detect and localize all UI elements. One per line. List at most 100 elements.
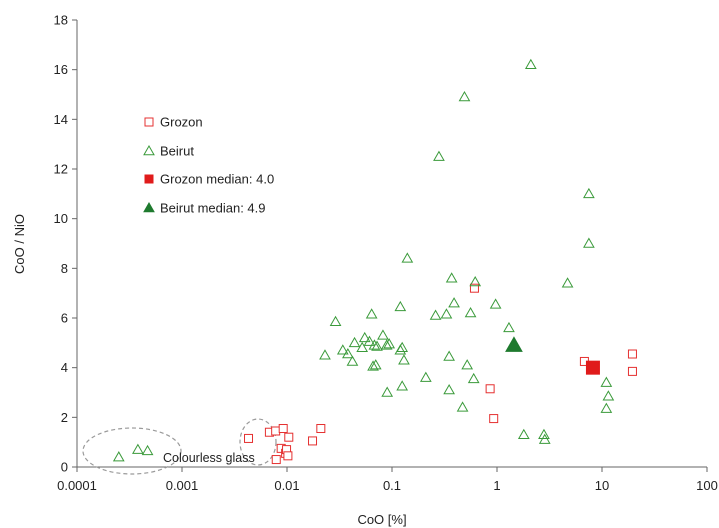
y-tick-label: 4 (61, 360, 68, 375)
data-point-square-open (278, 424, 288, 434)
x-tick-label: 0.01 (274, 478, 299, 493)
data-point-triangle-open (429, 309, 442, 320)
data-point-triangle-open (348, 336, 361, 348)
y-tick-label: 14 (54, 112, 68, 127)
data-point-square-filled (585, 360, 600, 375)
data-point-triangle-open (141, 444, 154, 456)
data-point-triangle-open (583, 187, 595, 199)
data-point-triangle-open (132, 443, 144, 454)
data-point-triangle-open (112, 451, 125, 462)
data-point-square-open (308, 436, 318, 446)
data-point-square-open (283, 451, 293, 461)
data-point-triangle-open (440, 308, 453, 319)
data-point-triangle-open (365, 308, 378, 319)
y-tick-label: 12 (54, 162, 68, 177)
legend-label: Beirut median: 4.9 (160, 201, 266, 216)
data-point-square-open (244, 433, 254, 443)
legend-marker (144, 117, 154, 127)
data-point-triangle-open (367, 360, 379, 371)
data-point-triangle-open (602, 390, 615, 401)
data-point-triangle-filled (505, 336, 523, 352)
data-point-triangle-open (583, 237, 595, 248)
legend-marker (143, 144, 155, 156)
data-point-triangle-open (363, 335, 376, 346)
data-point-square-open (316, 424, 326, 434)
colourless-glass-ellipses (82, 418, 277, 475)
y-tick-label: 2 (61, 410, 68, 425)
data-point-triangle-open (377, 329, 389, 340)
x-tick-label: 100 (696, 478, 718, 493)
data-point-triangle-open (538, 433, 551, 444)
data-point-triangle-open (433, 150, 445, 161)
data-point-triangle-open (464, 307, 477, 318)
data-point-triangle-open (443, 350, 455, 361)
data-point-triangle-open (456, 401, 469, 412)
x-tick-label: 1 (493, 478, 500, 493)
x-tick-label: 0.001 (166, 478, 199, 493)
data-point-triangle-open (489, 298, 502, 309)
legend-marker (143, 201, 155, 213)
data-point-triangle-open (469, 275, 482, 287)
y-tick-label: 0 (61, 460, 68, 475)
data-point-square-open (469, 283, 479, 293)
legend-label: Beirut (160, 144, 194, 159)
y-tick-label: 10 (54, 211, 68, 226)
data-point-triangle-open (396, 380, 409, 391)
data-point-triangle-open (524, 58, 537, 69)
data-point-square-open (485, 384, 495, 394)
data-point-triangle-open (368, 339, 381, 350)
axes: 0.0001 0.001 0.01 0.1 1 10 100 0 2 4 6 8 10 12 14 16 18 (54, 13, 718, 494)
data-point-triangle-open (467, 372, 480, 384)
x-tick-label: 0.1 (383, 478, 401, 493)
data-point-triangle-open (419, 371, 432, 382)
data-point-triangle-open (600, 376, 613, 387)
data-point-triangle-open (600, 402, 613, 413)
data-point-triangle-open (445, 272, 458, 283)
data-point-triangle-open (369, 359, 382, 370)
data-point-square-open (489, 414, 499, 424)
legend-label: Grozon (160, 115, 203, 130)
x-tick-label: 0.0001 (57, 478, 97, 493)
y-axis-title: CoO / NiO (12, 214, 27, 274)
data-point-triangle-open (461, 359, 474, 370)
y-tick-label: 16 (54, 62, 68, 77)
data-point-triangle-open (448, 297, 460, 308)
colourless-glass-label: Colourless glass (163, 451, 255, 465)
data-point-triangle-open (329, 315, 342, 326)
data-point-square-open (271, 426, 281, 436)
y-tick-label: 18 (54, 13, 68, 28)
data-point-square-open (627, 349, 637, 359)
data-marks (112, 58, 637, 465)
data-point-triangle-open (394, 300, 407, 312)
data-point-triangle-open (371, 340, 383, 351)
legend: Grozon Beirut Grozon median: 4.0 Beirut med… (143, 115, 274, 216)
x-axis-title: CoO [%] (357, 512, 406, 527)
data-point-triangle-open (517, 428, 530, 439)
data-point-triangle-open (561, 277, 574, 288)
y-tick-label: 6 (61, 311, 68, 326)
data-point-triangle-open (443, 384, 455, 395)
dashed-ellipse (239, 418, 277, 466)
data-point-triangle-open (336, 344, 349, 355)
y-tick-label: 8 (61, 261, 68, 276)
data-point-triangle-open (358, 331, 371, 343)
data-point-triangle-open (458, 90, 471, 102)
data-point-triangle-open (401, 252, 414, 263)
data-point-triangle-open (381, 386, 394, 397)
dashed-ellipse (82, 427, 182, 475)
legend-marker (144, 174, 154, 184)
data-point-triangle-open (538, 428, 550, 439)
x-tick-label: 10 (595, 478, 609, 493)
data-point-triangle-open (398, 354, 410, 365)
data-point-triangle-open (396, 341, 409, 353)
data-point-triangle-open (319, 349, 331, 360)
data-point-triangle-open (380, 339, 393, 350)
data-point-square-open (627, 366, 637, 376)
legend-label: Grozon median: 4.0 (160, 172, 274, 187)
data-point-square-open (284, 432, 294, 442)
data-point-triangle-open (346, 355, 359, 366)
data-point-triangle-open (356, 341, 369, 353)
data-point-triangle-open (342, 348, 354, 359)
data-point-triangle-open (383, 338, 396, 349)
